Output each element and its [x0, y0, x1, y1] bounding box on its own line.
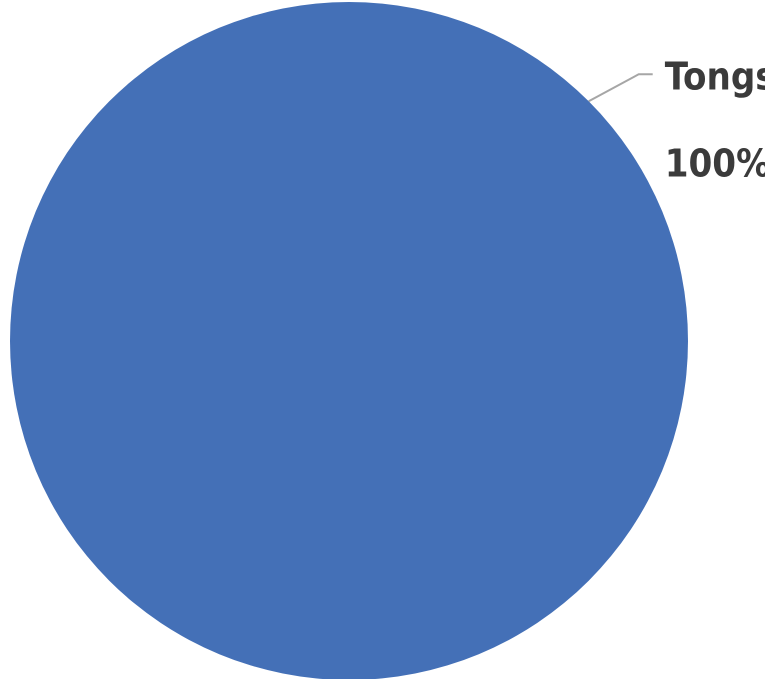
pie-slice-tongs — [10, 2, 688, 679]
data-label-name: Tongs — [665, 54, 765, 98]
leader-lines-layer — [588, 73, 653, 103]
data-labels-layer: Tongs 100% — [665, 54, 765, 185]
data-label-percent: 100% — [665, 141, 765, 185]
leader-line — [588, 73, 653, 103]
slices-layer — [10, 2, 688, 679]
